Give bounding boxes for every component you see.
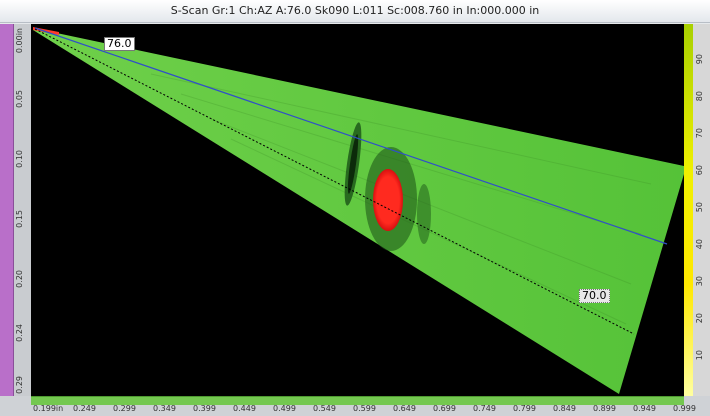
amplitude-tick-label: 10 — [695, 350, 704, 361]
indication-core — [347, 134, 359, 194]
distance-tick-label: 0.899 — [593, 404, 616, 413]
distance-tick-label: 0.699 — [433, 404, 456, 413]
distance-tick-label: 0.799 — [513, 404, 536, 413]
distance-tick-label: 0.199in — [33, 404, 64, 413]
scan-fan — [33, 28, 684, 394]
amplitude-tick-label: 30 — [695, 276, 704, 287]
amplitude-tick-label: 20 — [695, 313, 704, 324]
angle-cursor-solid — [34, 27, 668, 245]
amplitude-color-scale: 90 80 70 60 50 40 30 20 10 — [684, 24, 710, 396]
distance-tick-label: 0.549 — [313, 404, 336, 413]
depth-tick-label: 0.00in — [15, 28, 24, 54]
distance-tick-label: 0.399 — [193, 404, 216, 413]
depth-tick-label: 0.05 — [15, 90, 24, 108]
amplitude-tick-label: 40 — [695, 239, 704, 250]
distance-tick-label: 0.349 — [153, 404, 176, 413]
window-title: S-Scan Gr:1 Ch:AZ A:76.0 Sk090 L:011 Sc:… — [0, 0, 710, 23]
angle-label-76[interactable]: 76.0 — [104, 37, 135, 51]
s-scan-view[interactable]: 76.0 70.0 — [31, 24, 684, 396]
distance-ruler-bar[interactable] — [31, 396, 684, 405]
depth-tick-label: 0.29 — [15, 376, 24, 394]
surface-distance-axis: 0.199in 0.249 0.299 0.349 0.399 0.449 0.499 0.5… — [0, 396, 710, 416]
amplitude-tick-label: 80 — [695, 91, 704, 102]
flaw-indication — [373, 169, 403, 231]
amplitude-tick-label: 50 — [695, 202, 704, 213]
distance-tick-label: 0.749 — [473, 404, 496, 413]
amplitude-tick-label: 70 — [695, 128, 704, 139]
distance-tick-label: 0.649 — [393, 404, 416, 413]
depth-tick-label: 0.20 — [15, 270, 24, 288]
depth-tick-label: 0.10 — [15, 150, 24, 168]
distance-tick-label: 0.299 — [113, 404, 136, 413]
distance-tick-label: 0.999 — [673, 404, 696, 413]
distance-tick-label: 0.849 — [553, 404, 576, 413]
distance-tick-label: 0.949 — [633, 404, 656, 413]
angle-cursor-dotted — [34, 28, 635, 335]
depth-tick-label: 0.15 — [15, 210, 24, 228]
color-palette-bar[interactable] — [684, 24, 693, 396]
amplitude-tick-label: 90 — [695, 54, 704, 65]
distance-tick-label: 0.499 — [273, 404, 296, 413]
distance-tick-label: 0.449 — [233, 404, 256, 413]
distance-tick-label: 0.599 — [353, 404, 376, 413]
angle-label-70[interactable]: 70.0 — [579, 289, 610, 303]
distance-tick-label: 0.249 — [73, 404, 96, 413]
amplitude-tick-label: 60 — [695, 165, 704, 176]
depth-axis: 0.00in 0.05 0.10 0.15 0.20 0.24 0.29 — [0, 24, 31, 396]
depth-ruler-bar[interactable] — [0, 24, 14, 396]
depth-tick-label: 0.24 — [15, 324, 24, 342]
s-scan-image — [33, 27, 684, 394]
